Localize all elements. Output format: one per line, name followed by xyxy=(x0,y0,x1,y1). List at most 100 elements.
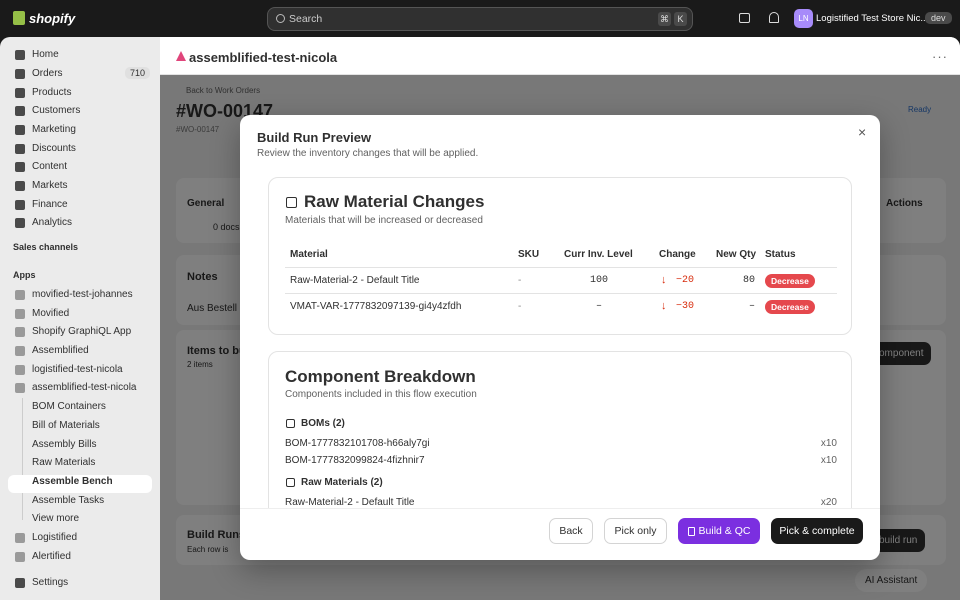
logo xyxy=(13,11,25,25)
app-item[interactable]: Logistified xyxy=(32,532,78,543)
nav-item[interactable]: Finance xyxy=(32,199,68,210)
nav-item[interactable]: Markets xyxy=(32,180,68,191)
count: 710 xyxy=(125,67,151,79)
section-title: Raw Material Changes xyxy=(304,192,485,211)
app-item[interactable]: Assemblified xyxy=(32,345,89,356)
modal-subtitle: Review the inventory changes that will b… xyxy=(257,148,479,159)
changes-card: Raw Material Changes Materials that will… xyxy=(268,177,852,335)
brand: shopify xyxy=(29,11,76,26)
settings[interactable]: Settings xyxy=(32,577,69,588)
label: Build & QC xyxy=(698,525,751,537)
icon xyxy=(15,50,25,60)
divider xyxy=(285,267,837,268)
pick-complete-button[interactable]: Pick & complete xyxy=(771,518,863,544)
icon xyxy=(15,533,25,543)
item-qty: x10 xyxy=(820,438,837,449)
clipboard-icon xyxy=(687,526,695,536)
divider xyxy=(285,293,837,294)
nav-item[interactable]: Customers xyxy=(32,105,81,116)
sub-item[interactable]: View more xyxy=(32,513,80,524)
new-qty: – xyxy=(748,301,755,312)
store-icon[interactable] xyxy=(739,13,750,23)
column-header: New Qty xyxy=(716,249,757,260)
icon xyxy=(15,125,25,135)
icon xyxy=(15,88,25,98)
section-title: Component Breakdown xyxy=(285,367,476,386)
search[interactable]: Search ⌘ K xyxy=(267,7,693,31)
nav-item[interactable]: Orders xyxy=(32,68,63,79)
build-qc-button[interactable]: Build & QC xyxy=(678,518,760,544)
app-title: assemblified-test-nicola xyxy=(189,50,338,65)
nav-item[interactable]: Products xyxy=(32,87,72,98)
item-name: BOM-1777832099824-4fizhnir7 xyxy=(285,455,425,466)
sub-item[interactable]: BOM Containers xyxy=(32,401,106,412)
icon xyxy=(15,200,25,210)
nav-item[interactable]: Discounts xyxy=(32,143,76,154)
app-item[interactable]: assemblified-test-nicola xyxy=(32,382,137,393)
store-name[interactable]: Logistified Test Store Nic... xyxy=(816,13,929,24)
app-item[interactable]: movified-test-johannes xyxy=(32,289,133,300)
menu-dots[interactable]: ··· xyxy=(932,49,948,64)
nav-item[interactable]: Content xyxy=(32,161,68,172)
avatar[interactable]: LN xyxy=(794,9,813,28)
sub-item[interactable]: Assembly Bills xyxy=(32,439,97,450)
icon xyxy=(15,552,25,562)
breakdown-card: Component Breakdown Components included … xyxy=(268,351,852,508)
modal-body: Raw Material Changes Materials that will… xyxy=(240,170,880,508)
material: VMAT-VAR-1777832097139-gi4y4zfdh xyxy=(290,301,462,312)
icon xyxy=(15,181,25,191)
modal: Build Run Preview Review the inventory c… xyxy=(240,115,880,560)
item-name: Raw-Material-2 - Default Title xyxy=(285,497,415,508)
curr-level: – xyxy=(595,301,602,312)
sidebar: Home Orders 710 Products Customers Marketing D… xyxy=(0,37,160,600)
icon xyxy=(15,69,25,79)
top-bar: shopify Search ⌘ K LN Logistified Test S… xyxy=(0,0,960,37)
sub-item[interactable]: Raw Materials xyxy=(32,457,96,468)
status-badge: Decrease xyxy=(765,274,815,288)
material: Raw-Material-2 - Default Title xyxy=(290,275,420,286)
icon xyxy=(15,106,25,116)
box-icon xyxy=(286,478,295,487)
back-button[interactable]: Back xyxy=(549,518,593,544)
item-qty: x10 xyxy=(820,455,837,466)
app-item[interactable]: Movified xyxy=(32,308,70,319)
change: −30 xyxy=(675,301,694,312)
app-item[interactable]: Shopify GraphiQL App xyxy=(32,326,132,337)
modal-title: Build Run Preview xyxy=(257,130,372,145)
nav-item[interactable]: Marketing xyxy=(32,124,76,135)
sub-item[interactable]: Bill of Materials xyxy=(32,420,100,431)
column-header: Status xyxy=(765,249,796,260)
column-header: Curr Inv. Level xyxy=(564,249,633,260)
divider xyxy=(240,508,880,509)
section[interactable]: Apps xyxy=(13,270,36,280)
icon xyxy=(15,218,25,228)
icon xyxy=(15,578,25,588)
sku: - xyxy=(518,275,522,286)
pick-only-button[interactable]: Pick only xyxy=(604,518,667,544)
close[interactable]: × xyxy=(858,124,867,140)
kbd: ⌘ xyxy=(658,12,671,26)
section-desc: Components included in this flow executi… xyxy=(285,389,477,400)
icon xyxy=(15,383,25,393)
bell-icon[interactable] xyxy=(769,12,779,23)
nav-item[interactable]: Analytics xyxy=(32,217,73,228)
sub-item[interactable]: Assemble Bench xyxy=(32,476,113,487)
app-item[interactable]: logistified-test-nicola xyxy=(32,364,123,375)
badge: dev xyxy=(925,12,952,24)
section[interactable]: Sales channels xyxy=(13,242,79,252)
new-qty: 80 xyxy=(742,275,755,286)
sub-item[interactable]: Assemble Tasks xyxy=(32,495,105,506)
down-arrow: ↓ xyxy=(661,274,667,286)
sku: - xyxy=(518,301,522,312)
nav-item[interactable]: Home xyxy=(32,49,59,60)
icon xyxy=(15,162,25,172)
icon xyxy=(15,365,25,375)
box-icon xyxy=(286,197,297,208)
box-icon xyxy=(286,419,295,428)
change: −20 xyxy=(675,275,694,286)
icon xyxy=(15,309,25,319)
kbd: K xyxy=(674,12,687,26)
app-item[interactable]: Alertified xyxy=(32,551,71,562)
curr-level: 100 xyxy=(589,275,608,286)
